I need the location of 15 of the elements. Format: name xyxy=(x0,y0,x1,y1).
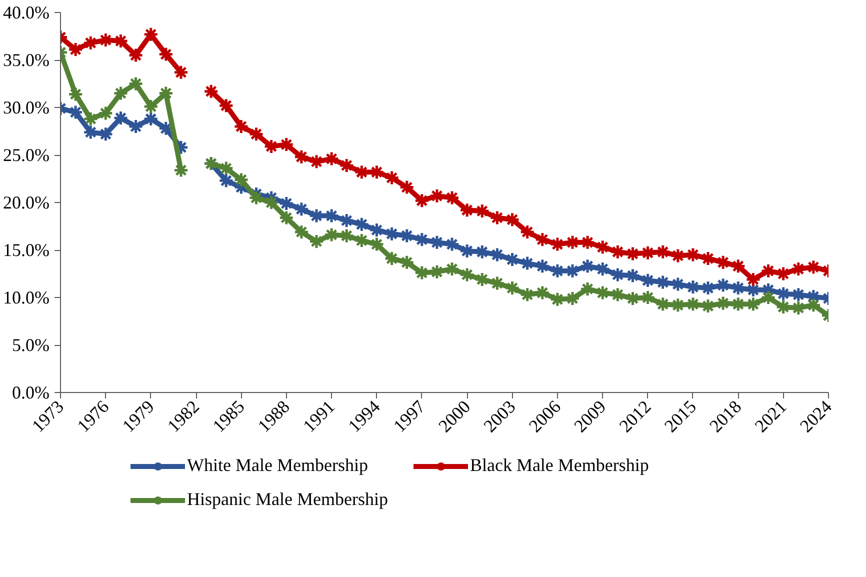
legend-label: Black Male Membership xyxy=(470,455,649,476)
y-tick-label: 35.0% xyxy=(3,50,50,70)
legend-label: Hispanic Male Membership xyxy=(187,489,388,510)
y-tick-label: 40.0% xyxy=(3,2,50,22)
y-tick-label: 20.0% xyxy=(3,192,50,212)
legend-label: White Male Membership xyxy=(187,455,368,476)
y-tick-label: 15.0% xyxy=(3,240,50,260)
x-tick-label: 1979 xyxy=(118,396,158,436)
y-tick-label: 0.0% xyxy=(12,382,50,402)
y-tick-label: 30.0% xyxy=(3,98,50,118)
x-tick-label: 1982 xyxy=(164,396,204,436)
x-tick-label: 1991 xyxy=(299,396,339,436)
y-tick-label: 5.0% xyxy=(12,335,50,355)
y-tick-label: 10.0% xyxy=(3,288,50,308)
y-tick-label: 25.0% xyxy=(3,145,50,165)
